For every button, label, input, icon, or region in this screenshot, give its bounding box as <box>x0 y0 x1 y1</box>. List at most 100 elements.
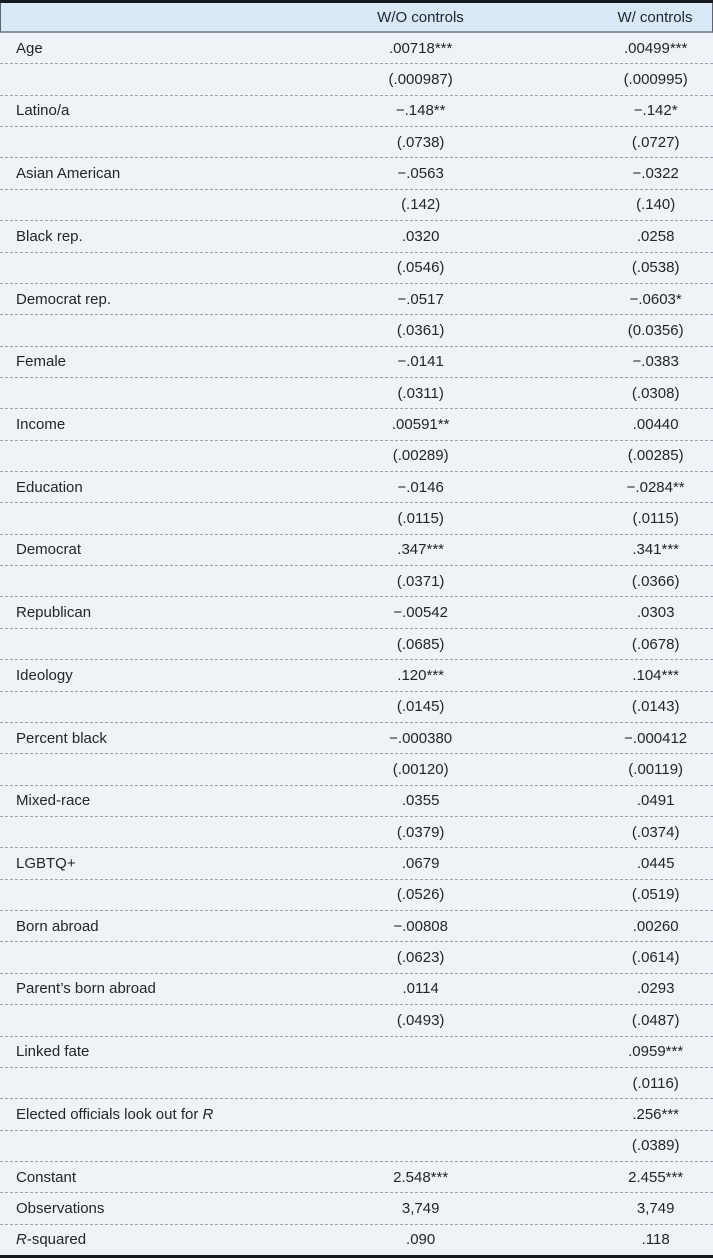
table-row-stderr: (.0389) <box>0 1131 713 1162</box>
row-label: Black rep. <box>0 228 328 245</box>
table-row-coefficient: Age .00718*** .00499*** <box>0 33 713 65</box>
row-label: Age <box>0 40 328 57</box>
table-row-coefficient: Female −.0141 −.0383 <box>0 347 713 378</box>
coefficient-value: 2.455*** <box>628 1168 684 1186</box>
row-label-text: Black rep. <box>16 227 83 245</box>
table-row-coefficient: Linked fate .0959*** <box>0 1037 713 1068</box>
coefficient-value: .0445 <box>636 855 675 873</box>
table-row-stderr: (.0546) (.0538) <box>0 253 713 284</box>
row-label-text: Asian American <box>16 165 121 183</box>
table-row-stderr: (.0738) (.0727) <box>0 127 713 159</box>
table-row-stderr: (.00120) (.00119) <box>0 754 713 786</box>
table-row-coefficient: Ideology .120*** .104*** <box>0 660 713 692</box>
table-row-coefficient: Asian American −.0563 −.0322 <box>0 158 713 190</box>
row-label: Observations <box>0 1200 328 1217</box>
row-label: Linked fate <box>0 1043 328 1060</box>
row-label: Democrat rep. <box>0 291 328 308</box>
stderr-value: (.142) <box>401 196 441 214</box>
stderr-value: (.0538) <box>631 259 680 277</box>
table-row-stderr: (.0623) (.0614) <box>0 942 713 974</box>
table-row-stderr: (.0115) (.0115) <box>0 503 713 535</box>
row-label-text: Constant <box>16 1168 77 1186</box>
table-row-coefficient: Mixed-race .0355 .0491 <box>0 786 713 817</box>
row-label-text: Mixed-race <box>16 792 91 810</box>
row-label: Republican <box>0 604 328 621</box>
table-row-coefficient: R-squared .090 .118 <box>0 1225 713 1255</box>
coefficient-value: .0320 <box>401 227 440 245</box>
table-row-coefficient: Observations 3,749 3,749 <box>0 1193 713 1225</box>
row-label-text: Democrat <box>16 541 82 559</box>
coefficient-value: −.0141 <box>397 353 444 371</box>
row-label: Constant <box>0 1169 328 1186</box>
row-label: Female <box>0 353 328 370</box>
table-row-stderr: (.0371) (.0366) <box>0 566 713 598</box>
stderr-value: (.0678) <box>631 635 680 653</box>
table-row-stderr: (.0379) (.0374) <box>0 817 713 849</box>
coefficient-value: −.0517 <box>397 290 444 308</box>
stderr-value: (.0526) <box>396 886 445 904</box>
row-label-italic: R <box>16 1231 27 1249</box>
coefficient-value: .090 <box>406 1231 436 1249</box>
stderr-value: (.0493) <box>396 1011 445 1029</box>
stderr-value: (.0738) <box>396 133 445 151</box>
table-row-coefficient: Latino/a −.148** −.142* <box>0 96 713 128</box>
coefficient-value: .0959*** <box>628 1043 684 1061</box>
coefficient-value: .0355 <box>401 792 440 810</box>
row-label-text: Female <box>16 353 67 371</box>
stderr-value: (.000987) <box>388 71 453 89</box>
table-row-coefficient: Constant 2.548*** 2.455*** <box>0 1162 713 1194</box>
table-row-coefficient: Education −.0146 −.0284** <box>0 472 713 504</box>
coefficient-value: 3,749 <box>636 1199 675 1217</box>
table-row-coefficient: LGBTQ+ .0679 .0445 <box>0 848 713 880</box>
table-row-stderr: (.0145) (.0143) <box>0 692 713 723</box>
stderr-value: (.0546) <box>396 259 445 277</box>
coefficient-value: .118 <box>641 1231 670 1249</box>
stderr-value: (.0623) <box>396 949 445 967</box>
row-label: Percent black <box>0 730 328 747</box>
column-header-wo-controls: W/O controls <box>377 8 464 26</box>
stderr-value: (.0389) <box>631 1137 680 1155</box>
stderr-value: (.0374) <box>631 823 680 841</box>
coefficient-value: .104*** <box>632 666 680 684</box>
row-label-text: Born abroad <box>16 917 99 935</box>
coefficient-value: .0258 <box>636 227 675 245</box>
stderr-value: (.0487) <box>631 1011 680 1029</box>
stderr-value: (.00120) <box>392 760 449 778</box>
coefficient-value: −.142* <box>633 102 678 120</box>
table-row-stderr: (.0526) (.0519) <box>0 880 713 912</box>
table-row-coefficient: Black rep. .0320 .0258 <box>0 221 713 253</box>
coefficient-value: 2.548*** <box>393 1168 449 1186</box>
table-row-coefficient: Elected officials look out for R .256*** <box>0 1099 713 1131</box>
row-label-text: LGBTQ+ <box>16 855 76 873</box>
table-row-stderr: (.00289) (.00285) <box>0 441 713 473</box>
stderr-value: (.0308) <box>631 384 680 402</box>
coefficient-value: .00718*** <box>388 39 453 57</box>
row-label-text: Latino/a <box>16 102 70 120</box>
row-label-text: Parent’s born abroad <box>16 980 156 998</box>
coefficient-value: −.0284** <box>626 478 685 496</box>
row-label: Mixed-race <box>0 792 328 809</box>
table-row-coefficient: Democrat .347*** .341*** <box>0 535 713 567</box>
table-row-stderr: (.0116) <box>0 1068 713 1100</box>
row-label-text: Percent black <box>16 729 107 747</box>
coefficient-value: 3,749 <box>401 1199 440 1217</box>
row-label: Parent’s born abroad <box>0 980 328 997</box>
coefficient-value: .00440 <box>632 415 679 433</box>
row-label-text: -squared <box>26 1231 87 1249</box>
coefficient-value: .347*** <box>397 541 445 559</box>
row-label: Income <box>0 416 328 433</box>
coefficient-value: .0114 <box>402 980 439 998</box>
stderr-value: (.0727) <box>631 133 680 151</box>
row-label-text: Education <box>16 478 83 496</box>
stderr-value: (.0614) <box>631 949 680 967</box>
coefficient-value: −.0146 <box>397 478 444 496</box>
stderr-value: (.00285) <box>627 447 684 465</box>
row-label-text: Income <box>16 415 66 433</box>
row-label: Ideology <box>0 667 328 684</box>
stderr-value: (.00289) <box>392 447 449 465</box>
row-label: Born abroad <box>0 918 328 935</box>
coefficient-value: .0303 <box>636 604 675 622</box>
row-label-text: Age <box>16 39 43 57</box>
stderr-value: (.0361) <box>396 321 445 339</box>
stderr-value: (0.0356) <box>627 321 684 339</box>
